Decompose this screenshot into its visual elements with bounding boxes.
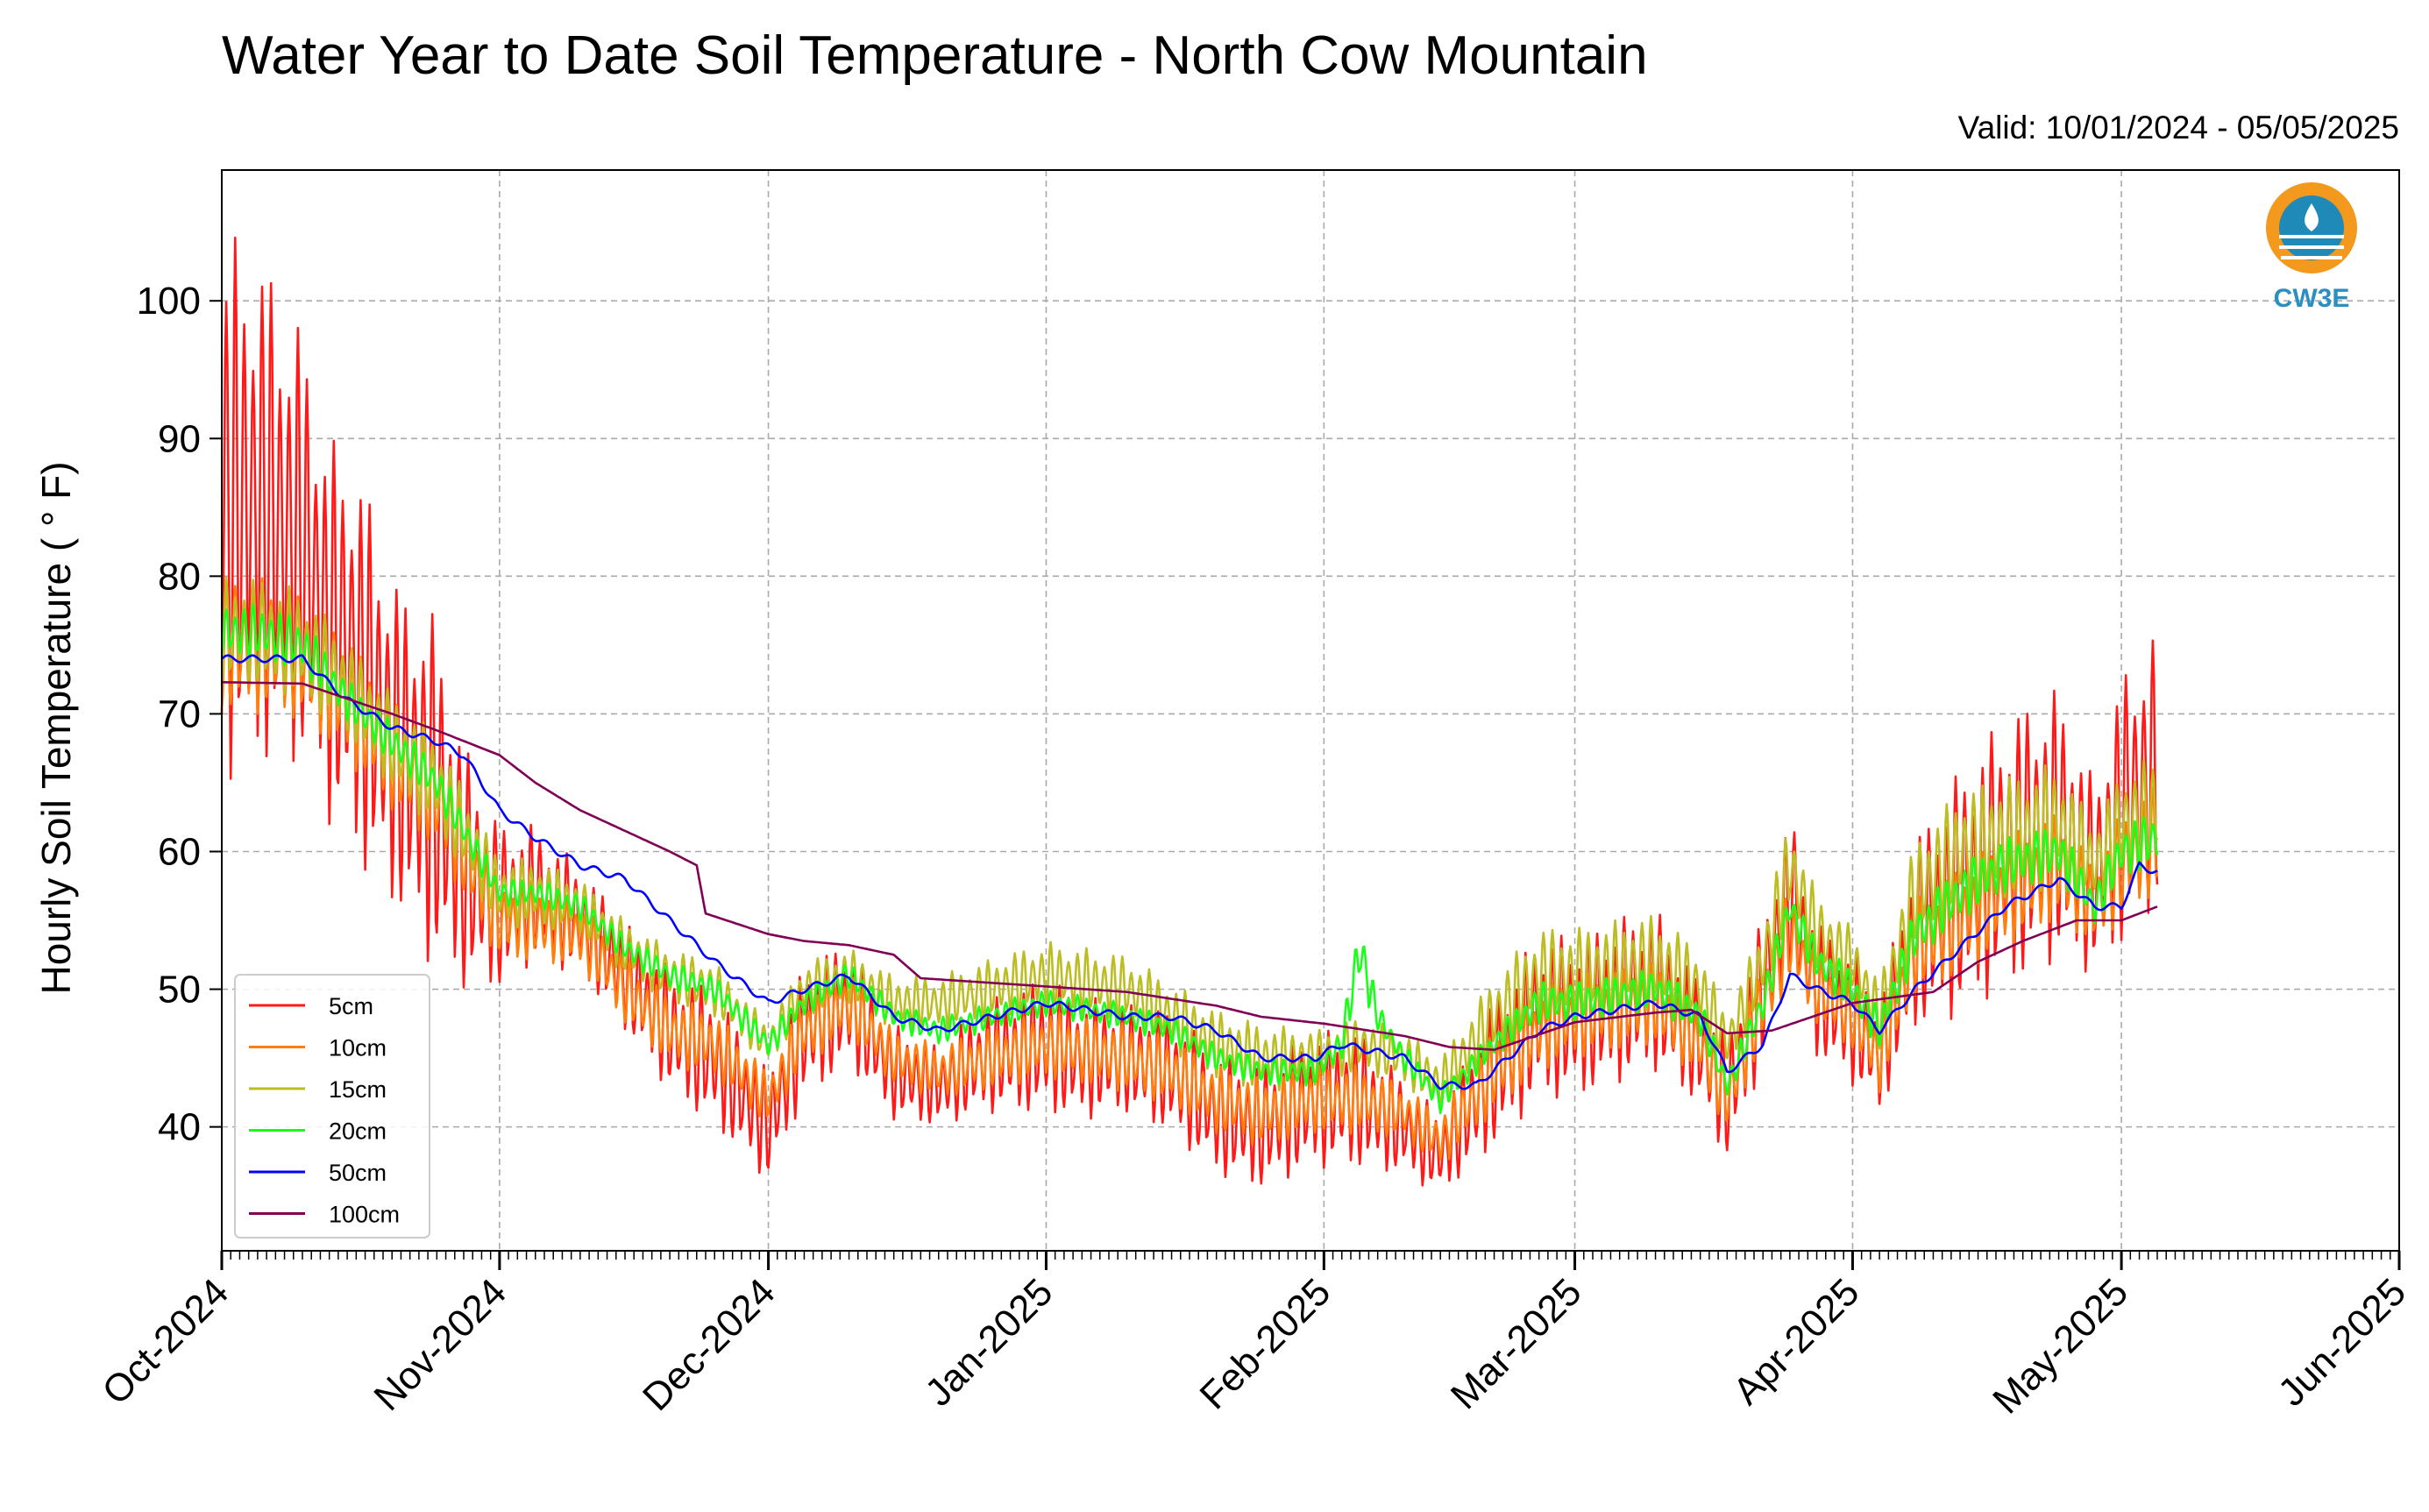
y-tick-label: 80 <box>158 555 201 598</box>
y-tick-label: 70 <box>158 692 201 735</box>
series-line-5cm <box>220 236 2159 1187</box>
x-tick-label: Nov-2024 <box>366 1270 515 1419</box>
series-line-10cm <box>220 577 2159 1161</box>
x-tick-label: Jan-2025 <box>917 1270 1061 1414</box>
series-lines <box>220 236 2159 1187</box>
y-tick-label: 100 <box>137 280 201 323</box>
series-line-50cm <box>221 654 2158 1090</box>
x-tick-label: Jun-2025 <box>2270 1270 2414 1414</box>
x-tick-label: Feb-2025 <box>1192 1270 1339 1417</box>
x-tick-label: Apr-2025 <box>1725 1270 1868 1413</box>
y-tick-label: 60 <box>158 830 201 873</box>
logo-drop-icon <box>2305 203 2319 231</box>
legend-label-50cm: 50cm <box>329 1160 387 1186</box>
x-tick-label: Oct-2024 <box>94 1270 237 1413</box>
y-tick-label: 40 <box>158 1106 201 1149</box>
legend-label-15cm: 15cm <box>329 1076 387 1103</box>
y-tick-label: 50 <box>158 969 201 1012</box>
plot-frame <box>221 169 2400 1252</box>
grid-lines <box>221 170 2400 1251</box>
series-line-20cm <box>220 602 2159 1115</box>
cw3e-logo: CW3E <box>2266 182 2357 313</box>
chart-subtitle: Valid: 10/01/2024 - 05/05/2025 <box>1957 110 2399 146</box>
legend-label-10cm: 10cm <box>329 1035 387 1061</box>
legend-label-100cm: 100cm <box>329 1202 400 1228</box>
legend-label-5cm: 5cm <box>329 993 373 1019</box>
x-tick-label: May-2025 <box>1985 1270 2136 1422</box>
series-line-15cm <box>220 576 2159 1112</box>
chart-title: Water Year to Date Soil Temperature - No… <box>222 25 1648 86</box>
x-tick-label: Mar-2025 <box>1443 1270 1590 1417</box>
logo-text: CW3E <box>2274 284 2350 313</box>
legend: 5cm 10cm 15cm 20cm 50cm 100cm <box>234 974 430 1239</box>
legend-label-20cm: 20cm <box>329 1118 387 1145</box>
y-axis-label: Hourly Soil Temperature ( ° F) <box>33 461 79 994</box>
x-tick-label: Dec-2024 <box>635 1270 784 1419</box>
series-line-100cm <box>222 681 2158 1051</box>
y-tick-label: 90 <box>158 417 201 460</box>
